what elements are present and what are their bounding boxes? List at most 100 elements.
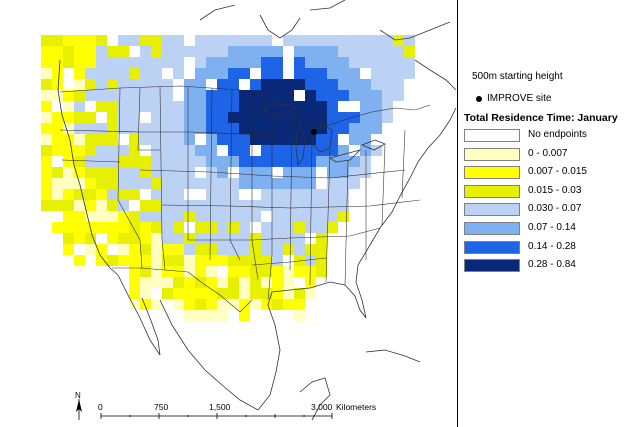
grid-cell [261, 156, 272, 167]
grid-cell [195, 145, 206, 156]
grid-cell [349, 46, 360, 57]
grid-cell [74, 233, 85, 244]
grid-cell [129, 244, 140, 255]
grid-cell [393, 68, 404, 79]
grid-cell [118, 189, 129, 200]
grid-cell [63, 167, 74, 178]
grid-cell [261, 222, 272, 233]
grid-cell [305, 288, 316, 299]
grid-cell [173, 266, 184, 277]
grid-cell [140, 57, 151, 68]
grid-cell [52, 79, 63, 90]
north-arrow-label: N [75, 391, 81, 400]
grid-cell [195, 222, 206, 233]
grid-cell [327, 211, 338, 222]
grid-cell [217, 156, 228, 167]
grid-cell [118, 233, 129, 244]
grid-cell [74, 189, 85, 200]
grid-cell [96, 211, 107, 222]
north-arrow [76, 399, 82, 420]
grid-cell [173, 145, 184, 156]
grid-cell [52, 189, 63, 200]
grid-cell [360, 123, 371, 134]
grid-cell [63, 189, 74, 200]
grid-cell [151, 145, 162, 156]
grid-cell [129, 57, 140, 68]
grid-cell [173, 112, 184, 123]
grid-cell [250, 156, 261, 167]
grid-cell [52, 90, 63, 101]
grid-cell [206, 222, 217, 233]
grid-cell [360, 167, 371, 178]
grid-cell [338, 156, 349, 167]
grid-cell [107, 222, 118, 233]
grid-cell [96, 123, 107, 134]
height-note: 500m starting height [472, 71, 563, 82]
grid-cell [272, 288, 283, 299]
grid-cell [118, 68, 129, 79]
grid-cell [283, 222, 294, 233]
grid-cell [41, 101, 52, 112]
grid-cell [338, 35, 349, 46]
grid-cell [327, 156, 338, 167]
grid-cell [261, 68, 272, 79]
grid-cell [294, 211, 305, 222]
grid-cell [85, 68, 96, 79]
grid-cell [261, 145, 272, 156]
grid-cell [162, 255, 173, 266]
grid-cell [371, 101, 382, 112]
grid-cell [327, 167, 338, 178]
grid-cell [228, 178, 239, 189]
grid-cell [327, 189, 338, 200]
grid-cell [140, 167, 151, 178]
grid-cell [228, 68, 239, 79]
grid-cell [63, 145, 74, 156]
grid-cell [349, 112, 360, 123]
grid-cell [371, 123, 382, 134]
improve-site-marker[interactable] [311, 129, 317, 135]
grid-cell [107, 123, 118, 134]
grid-cell [184, 145, 195, 156]
grid-cell [261, 57, 272, 68]
grid-cell [184, 112, 195, 123]
map-frame[interactable]: N 0 750 1,500 3,000 Kilometers [0, 0, 458, 427]
grid-cell [349, 57, 360, 68]
grid-cell [173, 101, 184, 112]
grid-cell [162, 101, 173, 112]
grid-cell [173, 299, 184, 310]
legend-class-label-3: 0.015 - 0.03 [528, 184, 582, 196]
grid-cell [151, 167, 162, 178]
grid-cell [294, 299, 305, 310]
grid-cell [239, 156, 250, 167]
residence-time-map[interactable]: N 0 750 1,500 3,000 Kilometers [0, 0, 458, 427]
grid-cell [272, 123, 283, 134]
grid-cell [41, 123, 52, 134]
grid-cell [239, 57, 250, 68]
grid-cell [250, 244, 261, 255]
grid-cell [371, 90, 382, 101]
grid-cell [85, 123, 96, 134]
grid-cell [283, 134, 294, 145]
grid-cell [184, 123, 195, 134]
grid-cell [41, 156, 52, 167]
grid-cell [140, 101, 151, 112]
grid-cell [63, 233, 74, 244]
grid-cell [140, 46, 151, 57]
grid-cell [305, 112, 316, 123]
grid-cell [162, 46, 173, 57]
grid-cell [129, 211, 140, 222]
grid-cell [151, 156, 162, 167]
grid-cell [305, 189, 316, 200]
grid-cell [129, 134, 140, 145]
grid-cell [162, 167, 173, 178]
grid-cell [96, 178, 107, 189]
grid-cell [217, 134, 228, 145]
grid-cell [74, 200, 85, 211]
grid-cell [338, 46, 349, 57]
grid-cell [151, 222, 162, 233]
grid-cell [63, 101, 74, 112]
grid-cell [382, 101, 393, 112]
grid-cell [162, 277, 173, 288]
coastline-layer [57, 0, 457, 421]
grid-cell [239, 35, 250, 46]
